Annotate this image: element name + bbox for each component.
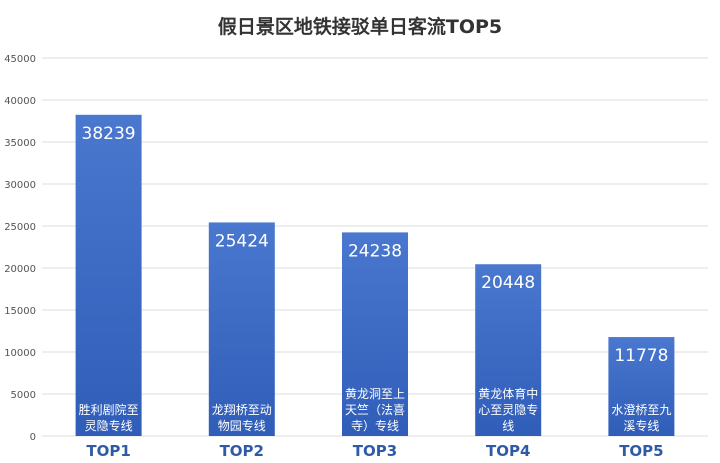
bar [342, 232, 408, 436]
bar-description-label: 龙翔桥至动 [212, 403, 272, 417]
bar-description-label: 物园专线 [218, 418, 266, 433]
x-tick-label: TOP5 [619, 442, 663, 460]
bar-description-label: 水澄桥至九 [611, 402, 671, 417]
bar [75, 114, 142, 437]
bar-description-label: 溪专线 [623, 418, 659, 433]
x-tick-label: TOP2 [220, 442, 264, 460]
data-label: 24238 [348, 241, 402, 261]
x-tick-label: TOP4 [486, 442, 530, 460]
data-label: 20448 [481, 273, 535, 293]
bar [608, 337, 675, 436]
bar [475, 264, 542, 436]
x-tick-label: TOP3 [353, 442, 397, 460]
data-label: 38239 [82, 124, 136, 144]
y-tick-label: 45000 [4, 54, 36, 65]
y-tick-label: 20000 [4, 264, 36, 275]
bar-description-label: 黄龙体育中 [478, 386, 538, 401]
data-label: 11778 [614, 346, 668, 366]
bar-description-label: 灵隐专线 [85, 418, 133, 433]
bar-description-label: 心至灵隐专 [478, 402, 538, 417]
y-tick-label: 30000 [4, 180, 36, 191]
y-tick-label: 10000 [4, 348, 36, 359]
bar-description-label: 线 [502, 419, 514, 433]
y-tick-label: 40000 [4, 96, 36, 107]
data-label: 25424 [215, 231, 269, 251]
y-tick-label: 5000 [11, 390, 36, 401]
y-tick-label: 35000 [4, 138, 36, 149]
y-tick-label: 0 [30, 432, 36, 443]
bar [208, 222, 275, 436]
bar-description-label: 天竺（法喜 [345, 402, 405, 417]
bar-description-label: 胜利剧院至 [79, 402, 139, 417]
y-axis-ticks: 0 5000 10000 15000 20000 25000 30000 35000 40000… [4, 54, 36, 443]
bar-description-label: 寺）专线 [351, 418, 399, 433]
chart-title: 假日景区地铁接驳单日客流TOP5 [218, 15, 502, 38]
bar-description-label: 黄龙洞至上 [345, 387, 405, 401]
y-tick-label: 15000 [4, 306, 36, 317]
x-axis-ticks: TOP1 TOP2 TOP3 TOP4 TOP5 [86, 442, 663, 460]
x-tick-label: TOP1 [86, 442, 130, 460]
y-tick-label: 25000 [4, 222, 36, 233]
